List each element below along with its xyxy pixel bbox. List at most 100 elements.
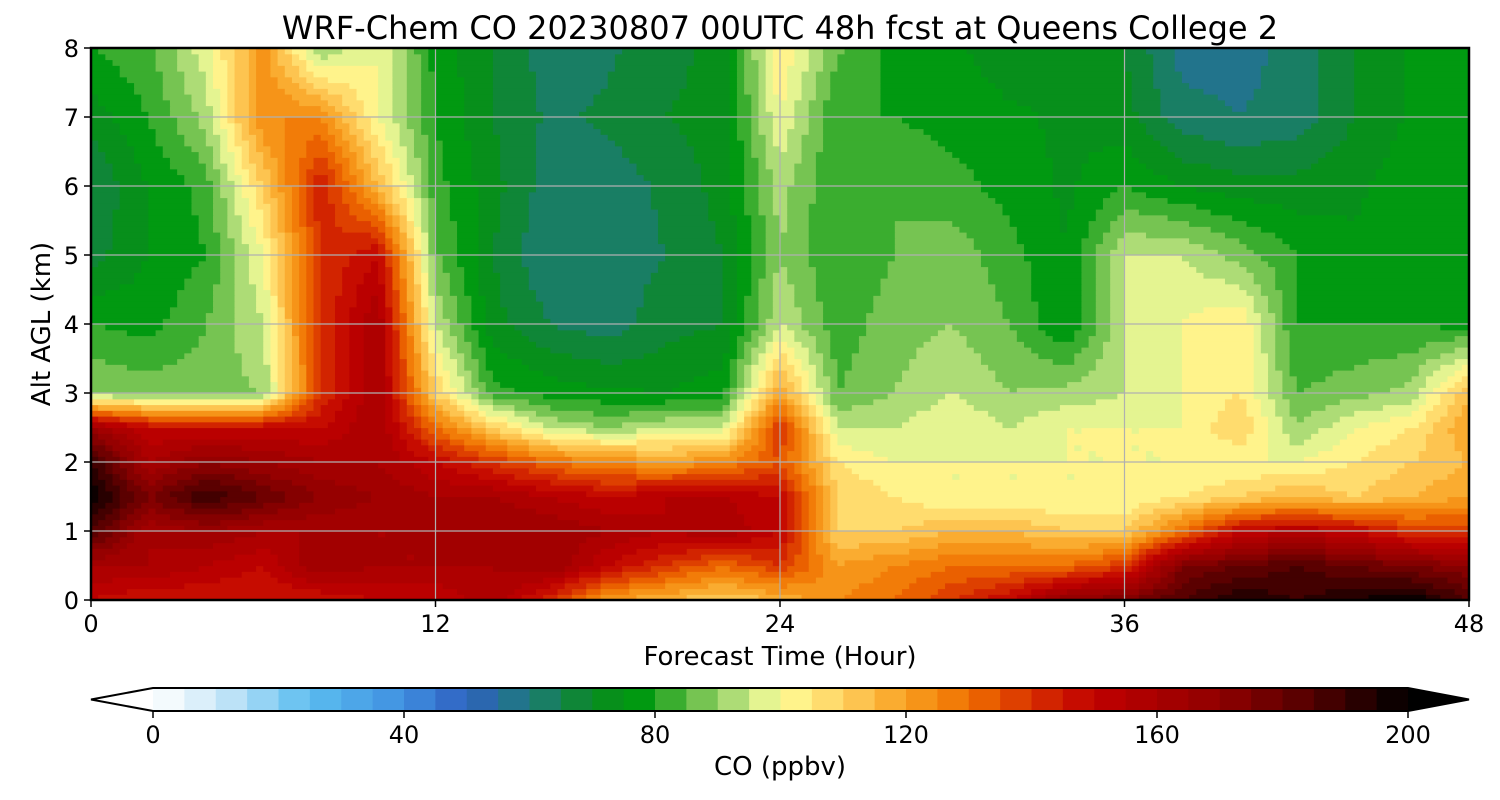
field-cell [284,347,293,354]
field-cell [744,387,752,394]
field-cell [937,542,1032,549]
field-cell [313,318,322,325]
field-cell [134,490,150,498]
field-cell [794,48,810,55]
field-cell [1081,289,1097,296]
field-cell [1181,71,1262,78]
field-cell [220,237,236,245]
field-cell [421,433,437,440]
field-cell [1397,531,1469,538]
field-cell [306,410,322,417]
field-cell [1153,559,1161,567]
field-cell [758,433,767,440]
field-cell [399,209,408,216]
field-cell [492,88,537,95]
field-cell [780,582,788,590]
field-cell [600,577,630,584]
field-cell [1181,404,1226,411]
field-cell [1404,88,1469,95]
field-cell [722,387,731,394]
field-cell [1454,421,1469,429]
field-cell [772,53,795,61]
field-cell [349,427,386,434]
field-cell [191,347,236,354]
field-cell [1253,358,1269,365]
field-cell [1325,571,1420,578]
field-cell [177,48,193,55]
field-cell [313,404,322,411]
field-cell [392,168,401,176]
field-cell [1253,324,1262,331]
field-cell [1275,364,1291,371]
field-cell [815,416,824,423]
field-cell [837,421,903,429]
field-cell [830,542,839,549]
field-cell [1268,433,1291,440]
field-cell [91,467,99,475]
field-cell [313,249,322,256]
field-cell [421,163,429,170]
field-cell [177,496,193,503]
field-cell [980,65,1126,72]
field-cell [1203,502,1240,509]
field-cell [299,548,580,555]
field-cell [263,209,272,216]
field-cell [586,490,638,498]
field-cell [794,410,803,417]
field-cell [1067,427,1075,434]
field-cell [837,370,846,377]
field-cell [413,151,429,158]
field-cell [794,381,803,388]
colorbar-segment [1157,688,1189,711]
field-cell [765,53,774,61]
field-cell [1253,278,1276,285]
field-cell [765,82,774,89]
field-cell [830,548,910,555]
field-cell [406,82,422,89]
field-cell [162,502,193,509]
field-cell [787,565,810,572]
field-cell [277,278,286,285]
field-cell [1260,71,1319,78]
field-cell [299,283,307,291]
field-cell [1275,318,1283,325]
field-cell [349,347,365,354]
field-cell [729,329,745,337]
field-cell [399,243,408,250]
field-cell [1052,157,1090,164]
field-cell [91,71,121,78]
field-cell [478,393,494,400]
field-cell [406,94,422,101]
field-cell [205,255,221,262]
field-cell [1404,536,1469,544]
field-cell [277,295,286,302]
field-cell [772,347,795,354]
field-cell [370,168,379,176]
field-cell [1124,65,1154,72]
field-cell [708,582,738,590]
field-cell [148,421,264,429]
field-cell [406,168,422,176]
field-cell [1454,416,1469,423]
field-cell [1174,151,1327,158]
field-cell [119,490,135,498]
field-cell [363,157,379,164]
field-cell [500,157,537,164]
field-cell [291,364,300,371]
field-cell [148,255,207,262]
field-cell [105,525,121,532]
field-cell [270,387,279,394]
field-cell [435,329,444,337]
field-cell [284,306,293,314]
field-cell [1146,559,1154,567]
field-cell [607,76,688,84]
field-cell [830,462,846,469]
field-cell [815,485,824,492]
field-cell [263,151,272,158]
field-cell [1232,525,1276,532]
field-cell [248,214,264,222]
field-cell [105,444,114,452]
field-cell [306,232,315,239]
field-cell [1325,375,1413,383]
field-cell [1203,548,1226,555]
